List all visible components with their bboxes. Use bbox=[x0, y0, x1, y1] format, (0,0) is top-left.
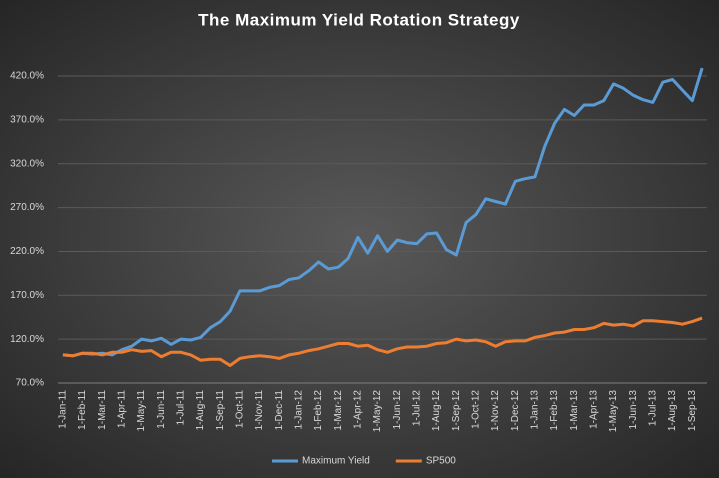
x-tick-label: 1-Jun-13 bbox=[628, 390, 639, 430]
y-tick-label: 170.0% bbox=[10, 290, 44, 301]
x-tick-label: 1-Dec-11 bbox=[274, 390, 285, 431]
y-tick-label: 370.0% bbox=[10, 115, 44, 126]
y-tick-label: 70.0% bbox=[16, 378, 44, 389]
x-tick-label: 1-Aug-12 bbox=[431, 390, 442, 432]
x-tick-label: 1-Jul-12 bbox=[412, 390, 423, 427]
x-tick-label: 1-Apr-13 bbox=[589, 390, 600, 429]
x-tick-label: 1-Mar-13 bbox=[569, 390, 580, 431]
x-tick-label: 1-Jun-11 bbox=[156, 390, 167, 429]
x-tick-label: 1-Jul-11 bbox=[176, 390, 187, 426]
x-tick-label: 1-Feb-12 bbox=[313, 390, 324, 431]
x-tick-label: 1-May-11 bbox=[136, 390, 147, 432]
y-tick-label: 320.0% bbox=[10, 158, 44, 169]
y-tick-label: 220.0% bbox=[10, 246, 44, 257]
series-line bbox=[62, 316, 703, 367]
x-tick-label: 1-Nov-11 bbox=[254, 390, 265, 431]
legend-label: Maximum Yield bbox=[302, 456, 370, 467]
chart-title: The Maximum Yield Rotation Strategy bbox=[198, 10, 520, 29]
x-tick-label: 1-Jan-12 bbox=[294, 390, 305, 430]
x-tick-label: 1-Dec-12 bbox=[510, 390, 521, 432]
x-tick-label: 1-May-12 bbox=[372, 390, 383, 433]
series-line bbox=[62, 67, 704, 358]
x-tick-label: 1-Sep-11 bbox=[215, 390, 226, 431]
x-tick-label: 1-Oct-12 bbox=[471, 390, 482, 429]
y-tick-label: 120.0% bbox=[10, 334, 44, 345]
x-tick-label: 1-Apr-12 bbox=[353, 390, 364, 429]
x-tick-label: 1-Mar-12 bbox=[333, 390, 344, 431]
x-tick-label: 1-May-13 bbox=[608, 390, 619, 433]
x-tick-label: 1-Jun-12 bbox=[392, 390, 403, 430]
x-tick-label: 1-Sep-13 bbox=[687, 390, 698, 432]
y-tick-label: 270.0% bbox=[10, 202, 44, 213]
x-tick-label: 1-Nov-12 bbox=[490, 390, 501, 432]
legend-label: SP500 bbox=[426, 456, 456, 467]
x-tick-label: 1-Jan-11 bbox=[58, 390, 69, 429]
x-tick-label: 1-Apr-11 bbox=[117, 390, 128, 429]
x-tick-label: 1-Mar-11 bbox=[97, 390, 108, 430]
x-tick-label: 1-Sep-12 bbox=[451, 390, 462, 432]
y-tick-label: 420.0% bbox=[10, 71, 44, 82]
x-tick-label: 1-Aug-11 bbox=[195, 390, 206, 431]
x-tick-label: 1-Aug-13 bbox=[667, 390, 678, 432]
x-tick-label: 1-Oct-11 bbox=[235, 390, 246, 429]
x-tick-label: 1-Jul-13 bbox=[648, 390, 659, 427]
x-tick-label: 1-Feb-13 bbox=[549, 390, 560, 431]
x-tick-label: 1-Jan-13 bbox=[530, 390, 541, 430]
x-tick-label: 1-Feb-11 bbox=[77, 390, 88, 430]
